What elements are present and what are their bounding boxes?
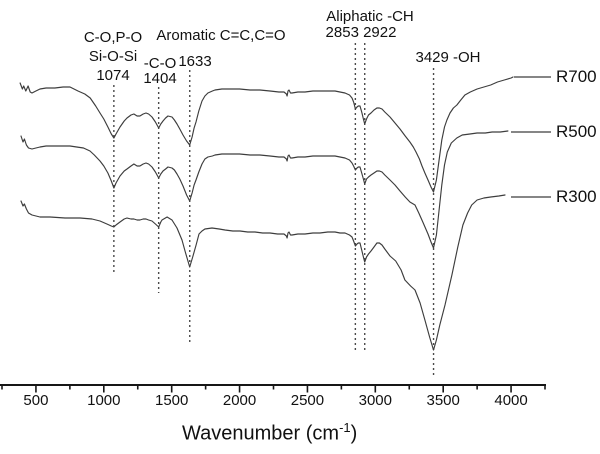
peak-annotation-line: 1633: [178, 53, 212, 70]
series-label-R500: R500: [556, 122, 597, 141]
peak-annotation-c-o-1404: -C-O 1404: [143, 56, 176, 86]
peak-annotation-oh-3429: 3429 -OH: [415, 50, 480, 65]
x-tick-label-2500: 2500: [290, 392, 325, 409]
x-tick-label-500: 500: [23, 392, 49, 409]
x-axis-title-close: ): [350, 422, 358, 445]
peak-annotation-line: Aliphatic -CH: [326, 8, 414, 25]
spectrum-curve-R300: [20, 194, 506, 351]
peak-annotation-peaks-2853-2922: 2853 2922: [326, 25, 397, 40]
series-label-R300: R300: [556, 187, 597, 206]
peak-annotation-line: 1404: [143, 70, 177, 87]
x-tick-label-1000: 1000: [87, 392, 121, 409]
peak-annotation-line: 3429 -OH: [415, 49, 481, 66]
x-tick-label-4000: 4000: [494, 392, 528, 409]
peak-annotation-line: 1074: [96, 67, 130, 84]
x-axis-title-text: Wavenumber (cm: [182, 422, 340, 445]
peak-annotation-peak-1633: 1633: [178, 54, 211, 69]
peak-annotation-c-o-p-o: C-O,P-O Si-O-Si 1074: [84, 28, 142, 85]
x-tick-label-3500: 3500: [426, 392, 460, 409]
peak-annotation-line: -C-O: [143, 55, 177, 72]
x-tick-label-1500: 1500: [155, 392, 189, 409]
x-tick-label-2000: 2000: [222, 392, 257, 409]
series-label-R700: R700: [556, 67, 597, 86]
x-tick-label-3000: 3000: [358, 392, 392, 409]
x-axis-title: Wavenumber (cm-1): [182, 420, 357, 446]
peak-annotation-line: Si-O-Si: [88, 48, 138, 65]
peak-annotation-line: C-O,P-O: [83, 29, 143, 46]
peak-annotation-aromatic: Aromatic C=C,C=O: [156, 28, 285, 43]
peak-annotation-line: Aromatic C=C,C=O: [156, 27, 286, 44]
peak-annotation-line: 2853 2922: [325, 24, 397, 41]
peak-annotation-aliphatic-ch: Aliphatic -CH: [326, 9, 414, 24]
spectrum-curve-R500: [20, 130, 509, 249]
x-axis-title-superscript: -1: [339, 420, 351, 435]
spectrum-curve-R700: [19, 76, 514, 193]
